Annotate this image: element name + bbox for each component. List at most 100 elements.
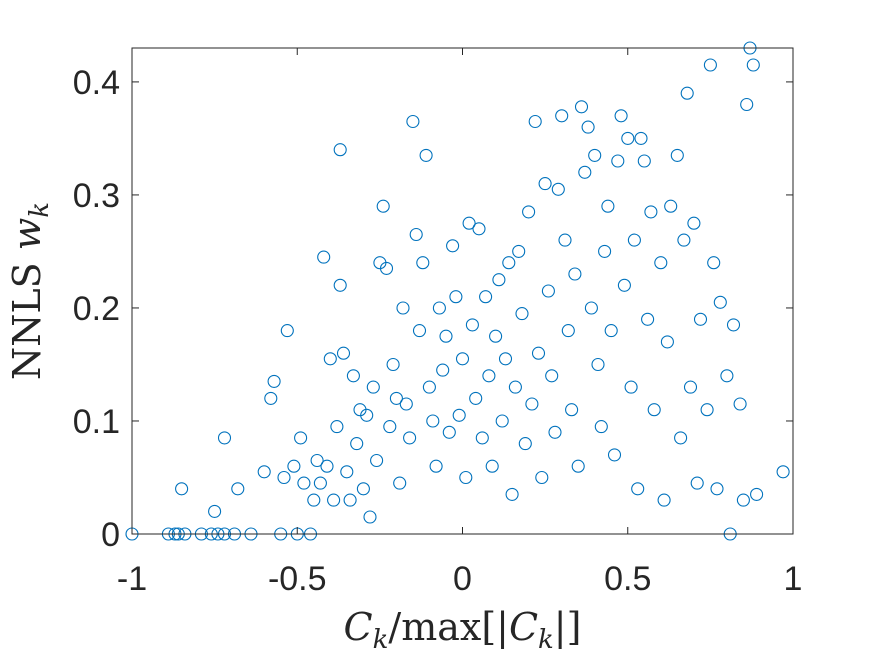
x-label-part: C <box>509 605 538 649</box>
scatter-point <box>746 58 760 72</box>
scatter-point <box>346 369 360 383</box>
scatter-point <box>578 165 592 179</box>
scatter-point <box>736 493 750 507</box>
x-label-part: C <box>344 605 373 649</box>
scatter-point <box>776 465 790 479</box>
scatter-point <box>598 244 612 258</box>
scatter-point <box>327 493 341 507</box>
scatter-point <box>472 222 486 236</box>
scatter-point <box>594 420 608 434</box>
scatter-point <box>231 482 245 496</box>
scatter-point <box>624 380 638 394</box>
scatter-point <box>323 352 337 366</box>
scatter-point <box>571 459 585 473</box>
scatter-point <box>581 120 595 134</box>
scatter-point <box>634 131 648 145</box>
x-label-subscript: k <box>538 625 554 655</box>
scatter-point <box>333 278 347 292</box>
scatter-point <box>310 453 324 468</box>
scatter-point <box>541 284 555 298</box>
scatter-point <box>707 256 721 270</box>
scatter-point <box>515 307 529 321</box>
scatter-point <box>568 267 582 281</box>
scatter-point <box>690 476 704 490</box>
scatter-point <box>320 459 334 473</box>
y-label-part: w <box>5 218 49 251</box>
scatter-point <box>522 205 536 219</box>
scatter-point <box>574 100 589 114</box>
scatter-point <box>442 425 456 439</box>
scatter-point <box>449 290 463 304</box>
scatter-point <box>588 148 602 162</box>
scatter-point <box>350 437 364 451</box>
scatter-point <box>439 329 453 343</box>
y-label-part: NNLS <box>5 250 49 380</box>
x-tick-label: -1 <box>117 560 147 598</box>
scatter-point <box>406 114 420 129</box>
scatter-point <box>720 369 734 383</box>
scatter-point <box>429 459 443 473</box>
y-label-subscript: k <box>25 202 55 218</box>
scatter-point <box>280 324 294 338</box>
scatter-point <box>670 148 684 162</box>
scatter-point <box>399 397 413 411</box>
scatter-point <box>611 154 625 168</box>
scatter-point <box>409 227 423 242</box>
scatter-point <box>700 403 714 417</box>
scatter-point <box>386 357 400 372</box>
scatter-point <box>264 391 278 405</box>
scatter-point <box>462 216 476 230</box>
scatter-point <box>287 459 301 473</box>
scatter-point <box>396 301 410 315</box>
scatter-point <box>561 324 575 338</box>
scatter-point <box>363 510 377 524</box>
scatter-point <box>389 391 403 405</box>
scatter-point <box>376 199 390 213</box>
scatter-point <box>641 312 655 326</box>
scatter-point <box>664 199 678 213</box>
y-tick-label: 0.2 <box>73 290 120 328</box>
x-tick-label: 0.5 <box>604 560 651 598</box>
scatter-point <box>479 290 493 304</box>
x-label-part: /max[| <box>388 605 509 649</box>
scatter-point <box>584 301 598 315</box>
scatter-point <box>489 329 503 343</box>
scatter-point <box>426 414 440 428</box>
x-tick-label: 0 <box>453 560 472 598</box>
scatter-point <box>607 448 622 462</box>
scatter-point <box>455 352 470 366</box>
y-tick-label: 0.4 <box>73 64 120 102</box>
scatter-point <box>175 482 189 496</box>
scatter-point <box>687 216 701 230</box>
scatter-point <box>654 256 668 270</box>
scatter-point <box>703 58 717 72</box>
scatter-point <box>604 324 618 338</box>
y-axis-label: NNLS wk <box>5 202 55 380</box>
scatter-point <box>674 431 688 445</box>
scatter-point <box>683 380 698 394</box>
scatter-point <box>422 380 436 394</box>
scatter-point <box>360 408 374 422</box>
scatter-point <box>416 256 430 270</box>
scatter-point <box>508 380 522 394</box>
scatter-point <box>548 425 562 439</box>
scatter-point <box>551 182 565 196</box>
scatter-point <box>307 493 321 507</box>
scatter-point <box>485 459 499 473</box>
scatter-point <box>677 233 691 247</box>
scatter-point <box>495 414 509 428</box>
y-tick-label: 0.1 <box>73 403 120 441</box>
x-label-subscript: k <box>373 625 389 655</box>
x-tick-label: 1 <box>784 560 803 598</box>
scatter-point <box>403 431 417 445</box>
scatter-point <box>565 403 579 417</box>
scatter-point <box>680 86 694 100</box>
x-tick-label: -0.5 <box>268 560 327 598</box>
scatter-point <box>492 273 506 287</box>
scatter-point <box>740 97 754 112</box>
x-axis-label: Ck/max[|Ck|] <box>344 605 582 655</box>
scatter-point <box>333 143 347 157</box>
scatter-point <box>446 239 460 253</box>
scatter-point <box>432 301 446 315</box>
